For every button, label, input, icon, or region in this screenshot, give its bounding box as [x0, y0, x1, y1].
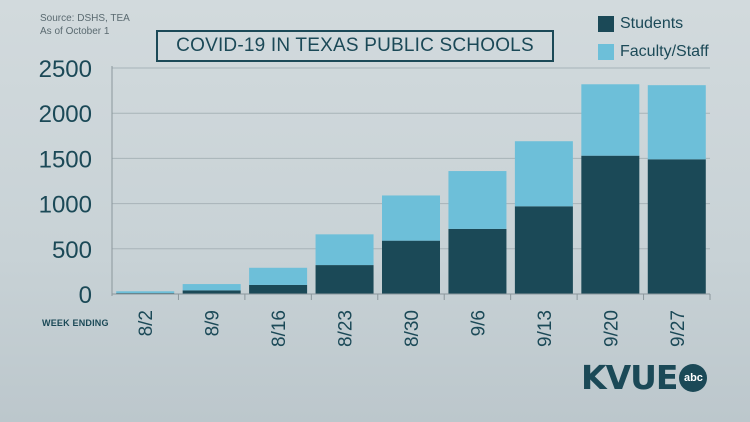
x-tick-label: 8/30 — [402, 310, 423, 347]
bar-faculty — [514, 141, 573, 207]
y-tick-label: 500 — [52, 237, 92, 264]
bar-faculty — [249, 267, 308, 285]
chart-title: COVID-19 IN TEXAS PUBLIC SCHOOLS — [156, 30, 554, 62]
bar-faculty — [647, 85, 706, 160]
x-tick-label: 8/9 — [203, 310, 224, 336]
legend-swatch-students — [598, 16, 614, 32]
abc-badge: abc — [679, 363, 708, 392]
legend-label-students: Students — [620, 15, 684, 32]
kvue-logo: KVUE abc — [581, 358, 708, 397]
x-tick-label: 8/16 — [269, 310, 290, 347]
x-tick-label: 9/27 — [668, 310, 689, 347]
bar-students — [581, 155, 640, 294]
y-tick-label: 1500 — [39, 146, 92, 173]
bar-students — [448, 228, 507, 294]
bar-students — [647, 159, 706, 294]
source-line: Source: DSHS, TEA — [40, 13, 130, 24]
bar-faculty — [581, 84, 640, 156]
bar-students — [249, 284, 308, 294]
x-tick-label: 9/13 — [535, 310, 556, 347]
x-tick-label: 9/6 — [468, 310, 489, 336]
bar-faculty — [315, 234, 374, 266]
x-tick-label: 8/2 — [136, 310, 157, 336]
bar-students — [182, 290, 241, 294]
as-of-line: As of October 1 — [40, 26, 110, 37]
legend: Students Faculty/Staff — [598, 10, 709, 66]
week-ending-label: WEEK ENDING — [42, 318, 109, 328]
bar-students — [315, 265, 374, 294]
y-tick-label: 2000 — [39, 101, 92, 128]
bar-students — [382, 240, 440, 294]
y-tick-label: 2500 — [39, 56, 92, 83]
y-tick-label: 1000 — [39, 192, 92, 219]
bar-faculty — [116, 291, 175, 294]
bar-students — [514, 206, 573, 294]
legend-item-students: Students — [598, 10, 709, 38]
y-tick-label: 0 — [79, 282, 92, 309]
logo-wordmark: KVUE — [581, 358, 678, 397]
legend-swatch-faculty — [598, 44, 614, 60]
bar-faculty — [448, 171, 507, 229]
source-note: Source: DSHS, TEA As of October 1 — [40, 12, 130, 38]
x-tick-label: 8/23 — [336, 310, 357, 347]
legend-label-faculty: Faculty/Staff — [620, 43, 709, 60]
bar-faculty — [182, 284, 241, 291]
legend-item-faculty: Faculty/Staff — [598, 38, 709, 66]
bar-faculty — [382, 195, 440, 241]
x-tick-label: 9/20 — [601, 310, 622, 347]
